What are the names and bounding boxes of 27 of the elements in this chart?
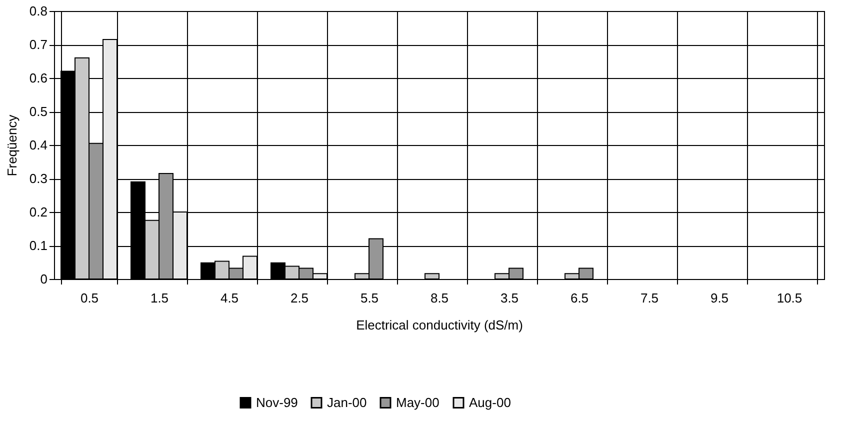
x-tick-label: 0.5: [80, 290, 99, 306]
y-tick-label: 0.8: [29, 4, 48, 18]
x-tick-label: 10.5: [776, 290, 802, 306]
legend-label: May-00: [396, 394, 440, 410]
x-tick-label: 2.5: [290, 290, 309, 306]
x-tick-label: 5.5: [360, 290, 379, 306]
legend-label: Jan-00: [327, 394, 367, 410]
x-tick-label: 6.5: [570, 290, 589, 306]
x-tick-label: 4.5: [220, 290, 239, 306]
x-axis-title: Electrical conductivity (dS/m): [356, 318, 523, 332]
y-axis-title: Freqüency: [4, 114, 20, 176]
x-tick-label: 9.5: [710, 290, 729, 306]
y-tick-label: 0.6: [29, 70, 48, 86]
x-tick-label: 3.5: [500, 290, 519, 306]
y-tick-label: 0.7: [29, 37, 48, 52]
y-tick-label: 0.4: [29, 138, 48, 152]
y-tick-label: 0.1: [29, 238, 48, 253]
x-tick-label: 8.5: [430, 290, 449, 306]
x-tick-label: 1.5: [150, 290, 169, 306]
x-tick-label: 7.5: [640, 290, 659, 306]
bar: [424, 273, 440, 280]
y-tick-label: 0.5: [29, 104, 48, 119]
legend-label: Nov-99: [256, 394, 298, 410]
legend-label: Aug-00: [469, 394, 511, 410]
y-tick-label: 0.3: [29, 171, 48, 186]
y-tick-label: 0: [40, 272, 48, 286]
y-tick-label: 0.2: [29, 204, 48, 220]
